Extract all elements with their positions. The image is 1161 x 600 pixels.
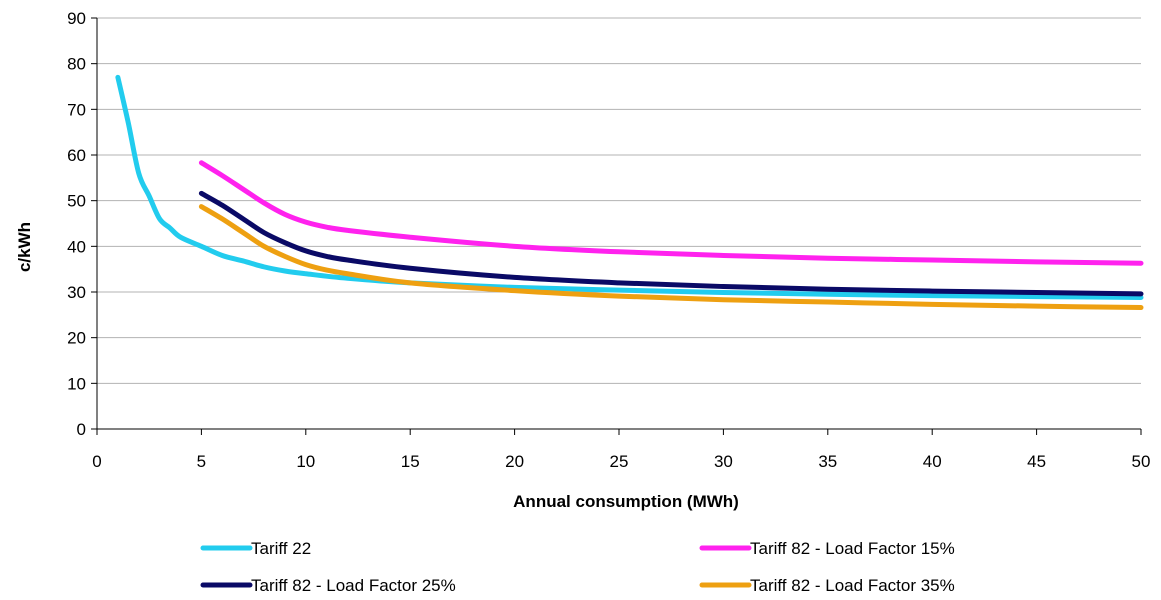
y-gridlines <box>97 17 1141 384</box>
x-tick-label: 15 <box>401 452 420 471</box>
x-tick-label: 5 <box>197 452 206 471</box>
x-tick-label: 0 <box>92 452 101 471</box>
legend: Tariff 22 Tariff 82 - Load Factor 15% Tari… <box>200 539 955 595</box>
series-line-2 <box>198 160 1144 266</box>
axes <box>91 17 1142 435</box>
y-tick-label: 50 <box>67 192 86 211</box>
series-lines <box>115 74 1144 311</box>
legend-label-4: Tariff 82 - Load Factor 35% <box>750 576 955 595</box>
series-line-1 <box>115 74 1144 300</box>
y-tick-label: 30 <box>67 283 86 302</box>
x-tick-label: 30 <box>714 452 733 471</box>
y-tick-label: 20 <box>67 329 86 348</box>
x-tick-labels: 0 5 10 15 20 25 30 35 40 45 50 <box>92 452 1150 471</box>
y-tick-label: 60 <box>67 146 86 165</box>
x-tick-label: 35 <box>818 452 837 471</box>
x-tick-label: 40 <box>923 452 942 471</box>
y-tick-label: 70 <box>67 100 86 119</box>
series-line-3 <box>198 190 1144 297</box>
y-axis-title: c/kWh <box>15 222 34 272</box>
x-tick-label: 45 <box>1027 452 1046 471</box>
legend-label-2: Tariff 82 - Load Factor 15% <box>750 539 955 558</box>
x-tick-label: 10 <box>296 452 315 471</box>
legend-label-3: Tariff 82 - Load Factor 25% <box>251 576 456 595</box>
y-tick-label: 10 <box>67 374 86 393</box>
y-tick-label: 0 <box>77 420 86 439</box>
x-axis-title: Annual consumption (MWh) <box>513 492 739 511</box>
x-tick-label: 20 <box>505 452 524 471</box>
y-tick-label: 90 <box>67 9 86 28</box>
y-tick-label: 80 <box>67 55 86 74</box>
x-tick-label: 25 <box>610 452 629 471</box>
legend-label-1: Tariff 22 <box>251 539 311 558</box>
series-line-4 <box>198 204 1144 311</box>
x-tick-label: 50 <box>1132 452 1151 471</box>
y-tick-label: 40 <box>67 237 86 256</box>
y-tick-labels: 0 10 20 30 40 50 60 70 80 90 <box>67 9 86 439</box>
